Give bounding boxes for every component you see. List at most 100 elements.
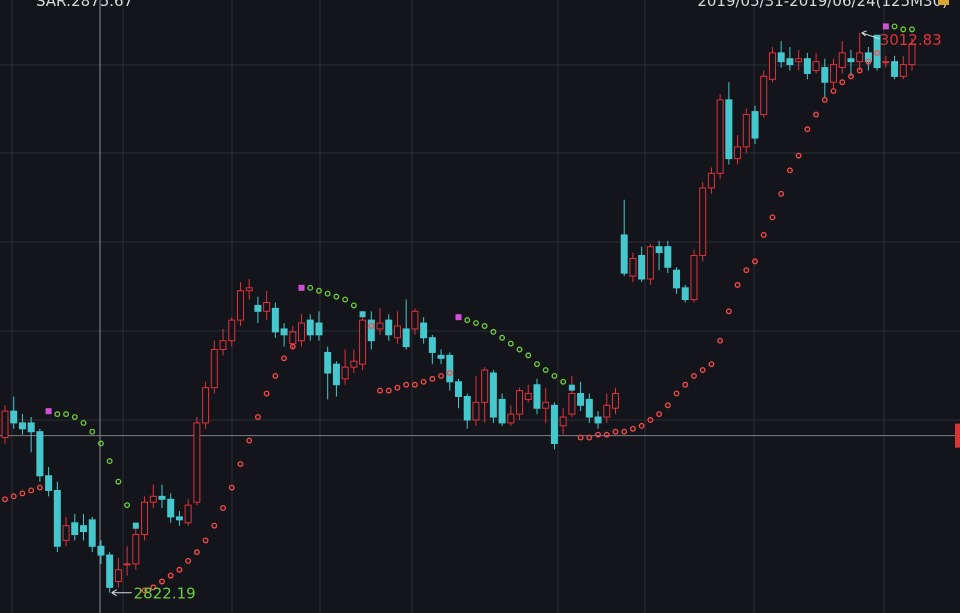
candle-body [472,401,480,421]
candle-body [638,255,646,280]
candle-body [228,319,236,342]
candle-body [559,416,567,427]
candle-body [88,519,96,547]
sar-dot [490,328,497,335]
candle-body [699,187,707,257]
candle-body [838,52,846,69]
sar-dot [499,334,506,341]
plot: 3012.83 2822.19 [1,23,942,603]
candle-body [568,393,576,415]
sar-dot [891,23,898,30]
sar-dot [769,214,776,221]
candle-body [646,246,654,280]
sar-dot [621,428,628,435]
sar-dot [263,390,270,397]
sar-dot [394,384,401,391]
sar-dot [595,431,601,438]
sar-dot [124,502,131,509]
candle-body [821,67,829,83]
candle-body [306,319,314,336]
candle-body [402,328,410,348]
sar-dot [228,484,235,491]
sar-dot [193,549,200,556]
candle-body [742,114,750,148]
candle-body [245,287,253,292]
candle-body [830,64,838,83]
sar-dot [638,422,645,429]
candle-body [10,410,18,424]
sar-dot [734,281,741,288]
sar-dot [813,111,820,118]
candle-body [760,75,768,116]
candle-body [768,52,776,80]
candle-body [899,64,907,77]
sar-dot [106,458,113,465]
sar-dot [874,49,881,56]
candle-body [489,372,497,418]
candle-body [734,146,742,160]
sar-dot [725,308,732,315]
candle-body [158,495,166,500]
sar-dot [19,490,26,497]
sar-dot [324,290,331,297]
candle-body [812,61,820,71]
candle-body [71,522,79,536]
candle-body [681,287,689,301]
candle-body [263,302,271,312]
candle-body [97,545,105,556]
range-label: 2019/05/31-2019/06/24(125M30) [697,0,948,10]
sar-dot [909,26,915,33]
candle-body [367,319,375,342]
sar-dot [2,496,8,503]
candle-body [428,337,436,353]
candle-body [184,504,192,524]
candle-body [629,257,637,277]
sar-dot [272,372,279,379]
sar-dot [176,566,183,573]
candle-body [664,246,672,268]
candle-body [856,52,864,63]
max-label: 3012.83 [880,31,942,49]
sar-dot [159,578,165,585]
candle-body [725,99,733,160]
sar-dot [682,381,689,388]
candle-body [786,58,794,66]
candle-body [132,534,140,565]
candle-body [141,501,149,536]
sar-dot [534,361,540,368]
sar-dot [254,414,261,420]
sar-reversal [132,522,139,529]
candle-body [795,58,803,63]
candle-body [315,322,323,336]
sar-dot [385,387,392,394]
sar-dot [141,587,148,594]
indicator-tag [955,423,960,448]
candle-body [524,393,532,400]
candle-body [114,569,122,583]
sar-dot [481,323,488,329]
candle-body [271,307,279,333]
candle-body [123,563,131,566]
sar-dot [237,461,244,467]
sar-dot [839,79,846,86]
sar-dot [185,557,192,564]
sar-dot [647,417,654,423]
candle-body [873,34,881,69]
sar-dot [307,284,314,291]
candle-body [385,319,393,336]
candle-body [463,395,471,421]
sar-dot [316,287,322,294]
candle-body [393,325,401,339]
sar-reversal [568,384,575,391]
sar-dot [115,478,122,485]
sar-dot [786,167,793,174]
candle-body [550,404,558,444]
candle-body [577,393,585,406]
sar-dot [446,370,453,376]
candle-body [324,351,332,374]
candle-body [202,387,210,424]
sar-dot [429,375,436,382]
sar-dot [220,505,226,512]
